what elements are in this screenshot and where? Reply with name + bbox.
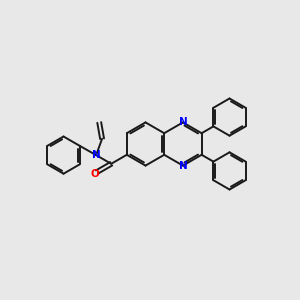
Text: N: N — [178, 160, 187, 171]
Text: O: O — [90, 169, 99, 179]
Text: N: N — [92, 150, 100, 160]
Text: N: N — [178, 117, 187, 128]
